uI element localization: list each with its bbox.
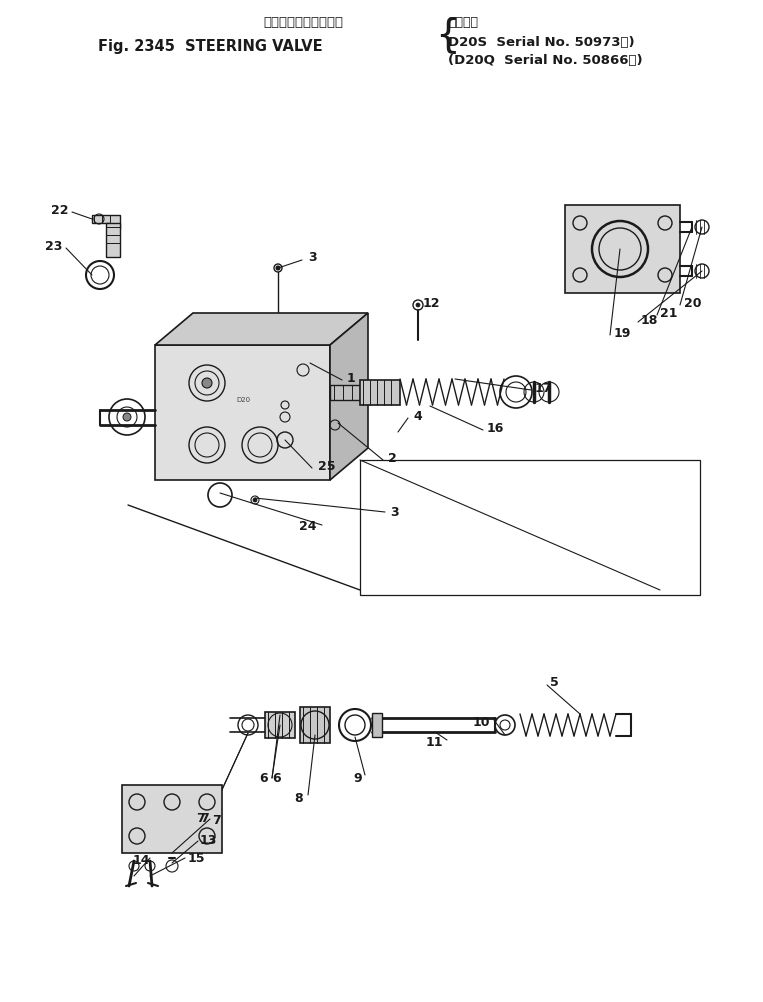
Circle shape [416, 303, 420, 307]
Text: 25: 25 [318, 460, 336, 473]
Text: 10: 10 [472, 716, 490, 729]
Text: 23: 23 [44, 239, 62, 253]
Text: 8: 8 [295, 792, 303, 805]
Polygon shape [106, 223, 120, 257]
Polygon shape [155, 313, 368, 345]
Text: Fig. 2345  STEERING VALVE: Fig. 2345 STEERING VALVE [98, 38, 322, 53]
Circle shape [276, 266, 280, 270]
Circle shape [123, 413, 131, 421]
Text: 4: 4 [413, 410, 422, 423]
Text: 7: 7 [200, 812, 209, 825]
Circle shape [202, 378, 212, 388]
Text: D20S  Serial No. 50973～): D20S Serial No. 50973～) [448, 35, 635, 48]
Text: 5: 5 [550, 675, 559, 688]
Polygon shape [155, 345, 330, 480]
Text: ステアリング　バルブ: ステアリング バルブ [263, 15, 343, 28]
Polygon shape [330, 313, 368, 480]
Polygon shape [265, 712, 295, 738]
Text: 7: 7 [196, 812, 205, 825]
Text: 12: 12 [423, 297, 440, 310]
Text: 2: 2 [388, 452, 397, 465]
Text: {: { [435, 16, 460, 54]
Text: 24: 24 [298, 520, 316, 533]
Polygon shape [372, 713, 382, 737]
Polygon shape [330, 385, 360, 400]
Text: 11: 11 [426, 736, 443, 749]
Text: 1: 1 [347, 372, 356, 385]
Polygon shape [92, 215, 120, 229]
Text: 9: 9 [353, 772, 362, 785]
Text: 18: 18 [641, 314, 658, 327]
Polygon shape [565, 205, 680, 293]
Text: 16: 16 [487, 422, 504, 435]
Text: 14: 14 [133, 854, 150, 867]
Text: D20: D20 [236, 397, 250, 403]
Text: 22: 22 [50, 203, 68, 216]
Polygon shape [300, 707, 330, 743]
Text: 15: 15 [188, 852, 205, 865]
Polygon shape [360, 380, 400, 405]
Text: 7: 7 [212, 814, 221, 827]
Text: 20: 20 [684, 297, 701, 310]
Text: 3: 3 [308, 250, 317, 264]
Text: 6: 6 [272, 772, 281, 785]
Text: 13: 13 [200, 834, 217, 847]
Text: 17: 17 [535, 382, 552, 395]
Text: 21: 21 [660, 307, 678, 320]
Text: (D20Q  Serial No. 50866～): (D20Q Serial No. 50866～) [448, 53, 642, 66]
Text: 6: 6 [259, 772, 268, 785]
Text: 3: 3 [390, 505, 398, 518]
Text: 19: 19 [614, 327, 631, 340]
Polygon shape [122, 785, 222, 853]
Text: 適用号機: 適用号機 [448, 15, 478, 28]
Circle shape [253, 498, 257, 502]
